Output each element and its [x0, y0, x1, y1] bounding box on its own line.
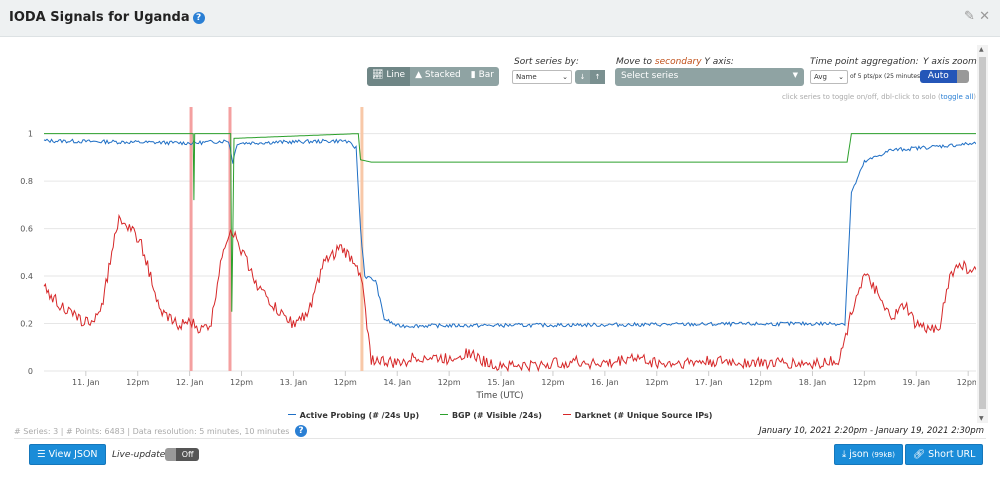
y-tick-label: 0.2: [20, 320, 33, 329]
sort-desc-button[interactable]: ↓: [579, 73, 586, 81]
x-tick-label: 12pm: [230, 378, 253, 387]
list-icon: ☰: [37, 449, 46, 460]
help-icon[interactable]: ?: [294, 425, 307, 437]
x-tick-label: 19. Jan: [902, 378, 930, 387]
secondary-axis-select[interactable]: Select series ▼: [615, 68, 804, 86]
x-tick-label: 13. Jan: [280, 378, 308, 387]
x-tick-label: 12pm: [749, 378, 772, 387]
series-line-2: [43, 213, 976, 373]
sort-asc-button[interactable]: ↑: [590, 70, 605, 84]
outage-band: [228, 107, 232, 371]
aggregation-label: Time point aggregation:: [810, 57, 919, 67]
x-tick-label: 12pm: [957, 378, 976, 387]
sort-label: Sort series by:: [514, 57, 579, 67]
link-icon: 🔗︎: [913, 449, 926, 460]
outage-band: [360, 107, 364, 371]
scrollbar[interactable]: ▲ ▼: [977, 45, 988, 423]
legend: Active Probing (# /24s Up) BGP (# Visibl…: [0, 411, 1000, 420]
aggregation-note: of 5 pts/px (25 minutes): [850, 73, 923, 80]
time-range: January 10, 2021 2:20pm - January 19, 20…: [759, 426, 984, 436]
series-info: # Series: 3 | # Points: 6483 | Data reso…: [14, 425, 307, 437]
x-tick-label: 18. Jan: [799, 378, 827, 387]
bar-button[interactable]: ▮ Bar: [470, 70, 494, 80]
x-tick-label: 12pm: [334, 378, 357, 387]
x-tick-label: 15. Jan: [487, 378, 515, 387]
line-chart-icon: 📈︎: [372, 70, 384, 80]
time-series-chart: 0 0.2 0.4 0.6 0.8 1 11. Jan 12pm 12. Jan 12pm 13. …: [20, 107, 976, 387]
divider: [14, 438, 986, 439]
aggregation-select[interactable]: Avg ⌄: [810, 70, 848, 84]
view-json-button[interactable]: ☰ View JSON: [29, 444, 106, 465]
help-icon[interactable]: ?: [192, 12, 205, 24]
x-tick-label: 12. Jan: [176, 378, 204, 387]
x-tick-label: 12pm: [645, 378, 668, 387]
legend-item-bgp[interactable]: BGP (# Visible /24s): [439, 411, 542, 420]
json-download-button[interactable]: ⤓ json (99kB): [834, 444, 903, 465]
y-tick-label: 0: [28, 367, 33, 376]
area-chart-icon: ▲: [415, 70, 422, 80]
live-update-toggle[interactable]: Off: [165, 448, 199, 461]
series-line-1: [44, 133, 976, 312]
x-tick-label: 17. Jan: [695, 378, 723, 387]
outage-band: [189, 107, 193, 371]
y-tick-label: 0.6: [20, 225, 33, 234]
y-tick-label: 0.8: [20, 177, 33, 186]
sort-select[interactable]: Name ⌄: [512, 70, 572, 84]
x-axis-title: Time (UTC): [476, 391, 524, 401]
chart-type-group: 📈︎ Line ▲ Stacked ▮ Bar: [367, 67, 499, 86]
toggle-hint: click series to toggle on/off, dbl-click…: [782, 93, 976, 101]
x-tick-label: 11. Jan: [72, 378, 100, 387]
x-tick-label: 12pm: [853, 378, 876, 387]
y-tick-label: 0.4: [20, 272, 33, 281]
stacked-button[interactable]: ▲ Stacked: [415, 70, 461, 80]
y-zoom-label: Y axis zoom:: [923, 57, 980, 67]
toggle-all-link[interactable]: toggle all: [940, 93, 974, 101]
y-tick-label: 1: [28, 130, 33, 139]
secondary-axis-label: Move to secondary Y axis:: [616, 57, 734, 67]
legend-item-active-probing[interactable]: Active Probing (# /24s Up): [287, 411, 419, 420]
series-line-0: [43, 138, 976, 329]
short-url-button[interactable]: 🔗︎ Short URL: [905, 444, 984, 465]
y-zoom-toggle[interactable]: Auto: [920, 70, 969, 83]
edit-icon[interactable]: ✎: [964, 9, 975, 24]
line-button[interactable]: 📈︎ Line: [367, 67, 411, 86]
close-icon[interactable]: ✕: [979, 9, 990, 24]
sort-direction-group: ↓ ↑: [575, 70, 605, 84]
panel-header: IODA Signals for Uganda? ✎ ✕: [0, 0, 1000, 37]
download-icon: ⤓: [842, 449, 847, 460]
live-update-label: Live-update:: [112, 450, 169, 460]
x-tick-label: 16. Jan: [591, 378, 619, 387]
x-tick-label: 12pm: [541, 378, 564, 387]
panel-title: IODA Signals for Uganda?: [9, 10, 205, 25]
x-tick-label: 12pm: [438, 378, 461, 387]
x-tick-label: 12pm: [126, 378, 149, 387]
legend-item-darknet[interactable]: Darknet (# Unique Source IPs): [562, 411, 712, 420]
x-tick-label: 14. Jan: [383, 378, 411, 387]
bar-chart-icon: ▮: [470, 70, 476, 80]
